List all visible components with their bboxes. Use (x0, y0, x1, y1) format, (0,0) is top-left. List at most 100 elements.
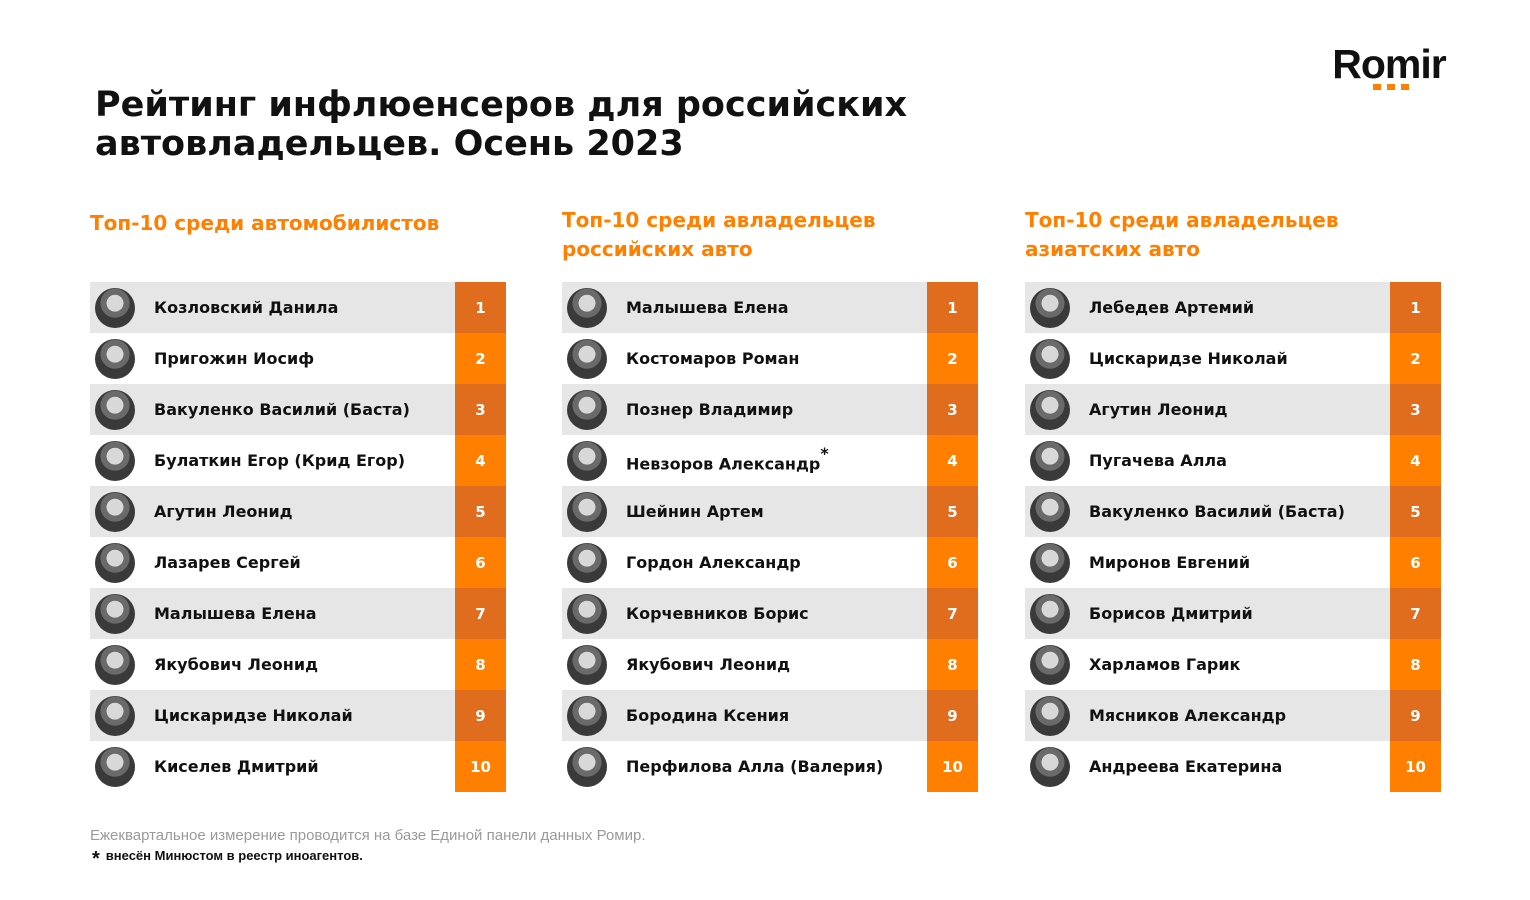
influencer-name: Костомаров Роман (626, 349, 799, 368)
ranking-row: Андреева Екатерина 10 (1025, 741, 1441, 792)
ranking-row: Малышева Елена 7 (90, 588, 506, 639)
footnote-ref: * (820, 443, 829, 463)
name-text: Бородина Ксения (626, 706, 790, 725)
rank-badge: 7 (455, 588, 506, 639)
avatar (567, 338, 607, 379)
avatar (95, 389, 135, 430)
name-text: Цискаридзе Николай (154, 706, 353, 725)
influencer-name: Цискаридзе Николай (154, 706, 353, 725)
avatar (95, 338, 135, 379)
influencer-name: Познер Владимир (626, 400, 793, 419)
rank-badge: 2 (1390, 333, 1441, 384)
influencer-name: Пугачева Алла (1089, 451, 1227, 470)
name-text: Агутин Леонид (1089, 400, 1228, 419)
influencer-name: Вакуленко Василий (Баста) (154, 400, 410, 419)
ranking-row: Козловский Данила 1 (90, 282, 506, 333)
rank-badge: 3 (455, 384, 506, 435)
title-line-1: Рейтинг инфлюенсеров для российских (95, 85, 908, 125)
name-text: Агутин Леонид (154, 502, 293, 521)
name-text: Лазарев Сергей (154, 553, 301, 572)
avatar (1030, 287, 1070, 328)
rank-badge: 1 (927, 282, 978, 333)
avatar (567, 287, 607, 328)
rank-badge: 6 (1390, 537, 1441, 588)
influencer-name: Перфилова Алла (Валерия) (626, 757, 883, 776)
name-text: Якубович Леонид (626, 655, 790, 674)
influencer-name: Корчевников Борис (626, 604, 809, 623)
ranking-row: Невзоров Александр* 4 (562, 435, 978, 486)
name-text: Шейнин Артем (626, 502, 764, 521)
column-heading: Топ-10 среди авладельцев азиатских авто (1025, 208, 1339, 261)
avatar (95, 542, 135, 583)
influencer-name: Андреева Екатерина (1089, 757, 1282, 776)
avatar (95, 440, 135, 481)
influencer-name: Агутин Леонид (154, 502, 293, 521)
ranking-column: Топ-10 среди авладельцев азиатских авто Л… (1025, 206, 1441, 792)
influencer-name: Гордон Александр (626, 553, 801, 572)
avatar (1030, 389, 1070, 430)
influencer-name: Козловский Данила (154, 298, 338, 317)
name-text: Лебедев Артемий (1089, 298, 1255, 317)
avatar (567, 491, 607, 532)
ranking-row: Пригожин Иосиф 2 (90, 333, 506, 384)
avatar (567, 542, 607, 583)
ranking-row: Гордон Александр 6 (562, 537, 978, 588)
rank-badge: 1 (1390, 282, 1441, 333)
rank-badge: 9 (1390, 690, 1441, 741)
ranking-list: Козловский Данила 1 Пригожин Иосиф 2 Вакулен… (90, 282, 506, 792)
rank-badge: 8 (927, 639, 978, 690)
name-text: Пугачева Алла (1089, 451, 1227, 470)
ranking-row: Якубович Леонид 8 (90, 639, 506, 690)
name-text: Невзоров Александр (626, 454, 821, 474)
rank-badge: 1 (455, 282, 506, 333)
ranking-row: Киселев Дмитрий 10 (90, 741, 506, 792)
ranking-row: Костомаров Роман 2 (562, 333, 978, 384)
avatar (95, 746, 135, 787)
name-text: Мясников Александр (1089, 706, 1287, 725)
rank-badge: 5 (927, 486, 978, 537)
rank-badge: 5 (455, 486, 506, 537)
influencer-name: Лазарев Сергей (154, 553, 301, 572)
influencer-name: Миронов Евгений (1089, 553, 1250, 572)
influencer-name: Шейнин Артем (626, 502, 764, 521)
ranking-row: Цискаридзе Николай 9 (90, 690, 506, 741)
name-text: Киселев Дмитрий (154, 757, 319, 776)
name-text: Малышева Елена (626, 298, 789, 317)
ranking-row: Малышева Елена 1 (562, 282, 978, 333)
rank-badge: 9 (927, 690, 978, 741)
romir-logo: Romir (1328, 42, 1450, 90)
influencer-name: Якубович Леонид (154, 655, 318, 674)
ranking-row: Борисов Дмитрий 7 (1025, 588, 1441, 639)
influencer-name: Харламов Гарик (1089, 655, 1240, 674)
avatar (567, 440, 607, 481)
influencer-name: Бородина Ксения (626, 706, 789, 725)
rank-badge: 9 (455, 690, 506, 741)
ranking-row: Познер Владимир 3 (562, 384, 978, 435)
rank-badge: 4 (1390, 435, 1441, 486)
name-text: Вакуленко Василий (Баста) (1089, 502, 1345, 521)
ranking-list: Лебедев Артемий 1 Цискаридзе Николай 2 Агути… (1025, 282, 1441, 792)
name-text: Миронов Евгений (1089, 553, 1251, 572)
ranking-row: Харламов Гарик 8 (1025, 639, 1441, 690)
name-text: Костомаров Роман (626, 349, 800, 368)
rank-badge: 7 (927, 588, 978, 639)
name-text: Перфилова Алла (Валерия) (626, 757, 884, 776)
title-line-2: автовладельцев. Осень 2023 (95, 124, 684, 164)
ranking-row: Корчевников Борис 7 (562, 588, 978, 639)
column-heading: Топ-10 среди автомобилистов (90, 211, 440, 235)
influencer-name: Борисов Дмитрий (1089, 604, 1253, 623)
rank-badge: 3 (927, 384, 978, 435)
avatar (1030, 695, 1070, 736)
ranking-row: Шейнин Артем 5 (562, 486, 978, 537)
ranking-list: Малышева Елена 1 Костомаров Роман 2 Познер В… (562, 282, 978, 792)
rank-badge: 2 (455, 333, 506, 384)
ranking-column: Топ-10 среди авладельцев российских авто… (562, 206, 978, 792)
footnote: * внесён Минюстом в реестр иноагентов. (92, 848, 363, 871)
avatar (567, 695, 607, 736)
avatar (567, 593, 607, 634)
avatar (1030, 440, 1070, 481)
rank-badge: 7 (1390, 588, 1441, 639)
footnote-text: внесён Минюстом в реестр иноагентов. (105, 848, 363, 863)
rank-badge: 5 (1390, 486, 1441, 537)
name-text: Харламов Гарик (1089, 655, 1241, 674)
